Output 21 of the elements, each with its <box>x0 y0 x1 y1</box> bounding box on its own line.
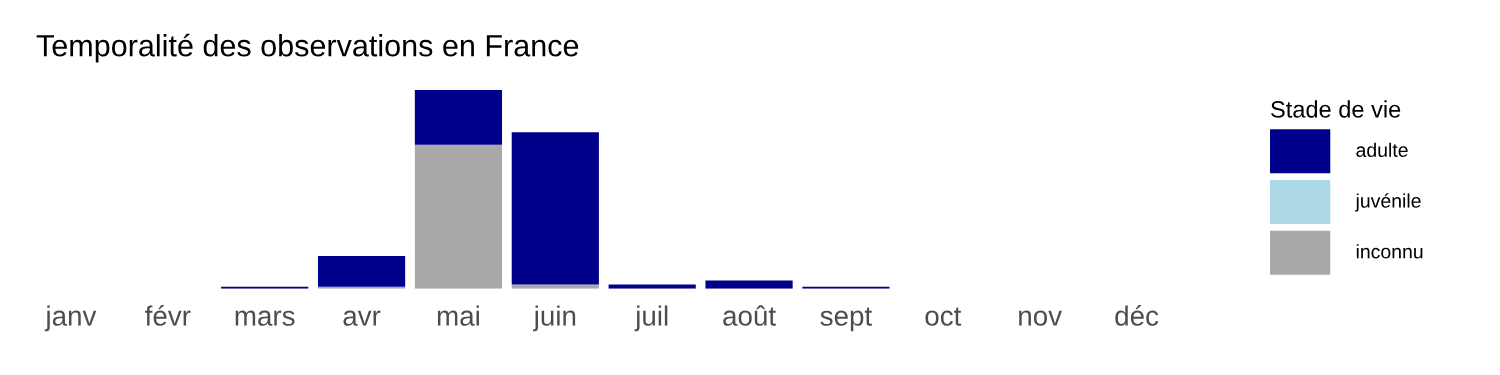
bar <box>511 132 599 285</box>
x-tick-label: févr <box>145 305 191 326</box>
bar <box>414 90 503 145</box>
x-tick-label: janv <box>44 305 97 332</box>
bar <box>414 144 503 289</box>
x-tick-label: juil <box>634 305 668 332</box>
legend-title: Stade de vie <box>1271 100 1401 118</box>
bar <box>317 255 406 287</box>
x-tick-label: nov <box>1019 310 1062 326</box>
x-tick-label: déc <box>1115 305 1159 326</box>
x-tick-label: avr <box>343 310 381 326</box>
x-tick-label: mai <box>437 305 479 326</box>
legend-label: juvénile <box>1355 193 1421 212</box>
legend-label: adulte <box>1356 142 1408 157</box>
x-tick-label: oct <box>925 307 962 326</box>
legend-label: inconnu <box>1356 244 1423 259</box>
x-tick-label: août <box>723 305 776 326</box>
x-tick-label: sept <box>820 307 872 332</box>
x-tick-label: mars <box>235 310 295 326</box>
chart-title: Temporalité des observations en France <box>36 33 579 63</box>
x-tick-label: juin <box>533 305 576 332</box>
